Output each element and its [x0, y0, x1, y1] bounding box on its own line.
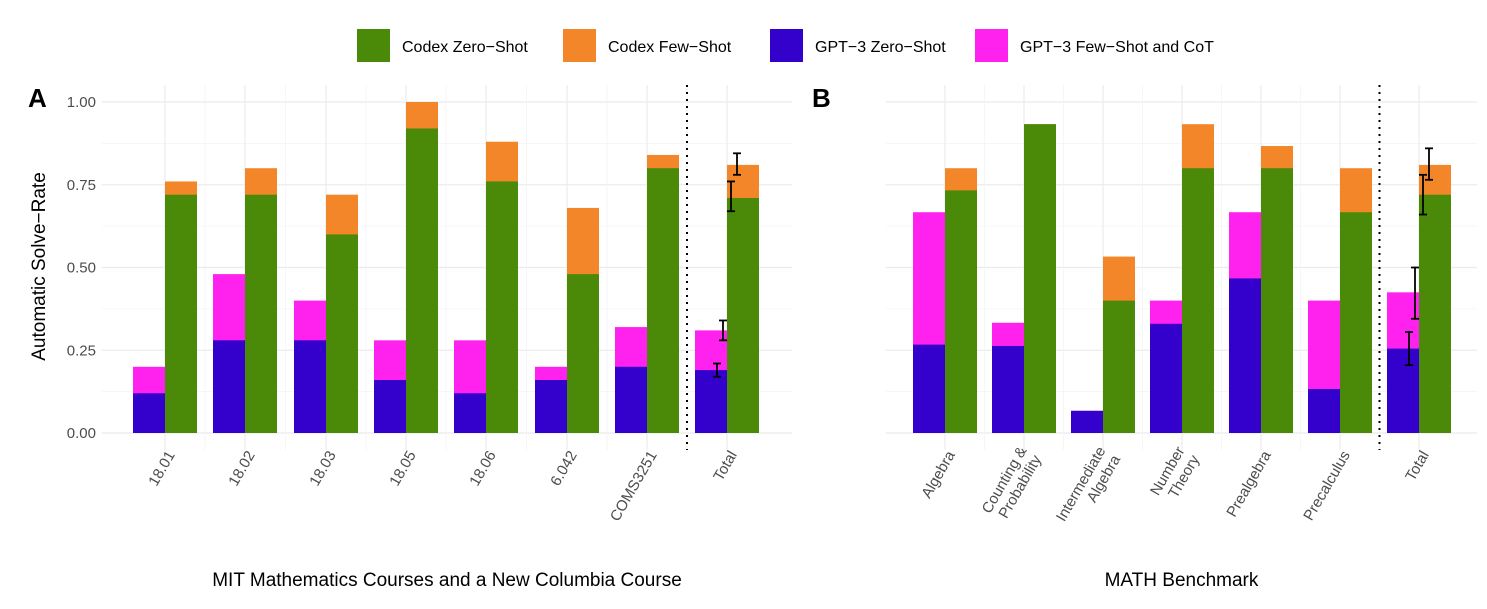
panel-a-x-tick-label-18-06: 18.06	[466, 448, 499, 489]
panel-a-bar-gpt3-zero-shot-coms3251	[615, 366, 647, 433]
panel-b-x-tick-label-algebra: Algebra	[918, 447, 959, 501]
panel-a-x-tick-label-18-05: 18.05	[386, 448, 419, 489]
panel-a-bar-codex-zero-shot-6-042	[567, 274, 599, 433]
legend-label-gpt-3-zero-shot: GPT−3 Zero−Shot	[815, 39, 946, 56]
panel-b-bar-gpt3-zero-shot-algebra	[913, 344, 945, 433]
panel-a-x-tick-label-18-03: 18.03	[306, 448, 339, 489]
panel-b-x-tick-label-precalculus: Precalculus	[1300, 448, 1353, 524]
panel-a-y-tick-label: 0.50	[67, 260, 96, 277]
panel-a-bar-gpt3-zero-shot-18-02	[213, 340, 245, 433]
panel-b-bar-gpt3-zero-shot-intermediate-algebra	[1071, 410, 1103, 433]
legend-label-codex-few-shot: Codex Few−Shot	[608, 39, 732, 56]
panel-b-bar-codex-zero-shot-precalculus	[1340, 212, 1372, 433]
panel-a-x-tick-label-coms3251: COMS3251	[607, 448, 661, 524]
legend-swatch-codex-few-shot	[563, 29, 596, 62]
panel-a-bar-gpt3-zero-shot-18-03	[294, 340, 326, 433]
panel-a-bar-codex-zero-shot-18-05	[406, 128, 438, 434]
panel-b-panel-label: B	[812, 83, 831, 113]
legend-swatch-gpt-3-zero-shot	[770, 29, 803, 62]
panel-a-panel-label: A	[28, 83, 47, 113]
panel-b-bar-codex-zero-shot-counting-probability	[1024, 124, 1056, 433]
panel-a-bar-gpt3-zero-shot-6-042	[535, 380, 567, 433]
panel-a-error-bar-codex-few-shot	[733, 152, 741, 176]
panel-a: 0.00 0.25 0.50 0.75 1.00 18.01 18.02 18.03 18.05…	[28, 83, 792, 591]
panel-b-error-bars	[1405, 147, 1433, 367]
panel-a-error-bars	[713, 152, 741, 378]
panel-a-bar-gpt3-zero-shot-18-01	[133, 393, 165, 433]
legend: Codex Zero−Shot Codex Few−Shot GPT−3 Zero−…	[357, 29, 1214, 62]
panel-b-error-bar-gpt-3-zero-shot	[1405, 331, 1413, 367]
legend-item-gpt-3-zero-shot: GPT−3 Zero−Shot	[770, 29, 946, 62]
panel-b-bar-gpt3-zero-shot-prealgebra	[1229, 278, 1261, 433]
legend-label-codex-zero-shot: Codex Zero−Shot	[402, 39, 528, 56]
panel-a-bar-codex-zero-shot-coms3251	[647, 168, 679, 433]
panel-a-y-tick-labels: 0.00 0.25 0.50 0.75 1.00	[67, 94, 96, 442]
panel-a-y-tick-label: 0.00	[67, 425, 96, 442]
panel-a-bar-gpt3-zero-shot-18-06	[454, 393, 486, 433]
panel-a-bar-codex-zero-shot-total	[727, 197, 759, 433]
panel-b: Algebra Counting &Probability Intermediate…	[812, 83, 1477, 591]
legend-item-codex-zero-shot: Codex Zero−Shot	[357, 29, 528, 62]
panel-a-bar-codex-zero-shot-18-02	[245, 194, 277, 433]
panel-a-error-bar-gpt-3-zero-shot	[713, 362, 721, 378]
panel-b-bars	[913, 124, 1451, 433]
panel-a-bar-codex-zero-shot-18-06	[486, 181, 518, 433]
panel-b-error-bar-codex-zero-shot	[1419, 173, 1427, 216]
panel-a-bar-codex-zero-shot-18-01	[165, 194, 197, 433]
panel-a-bar-gpt3-zero-shot-total	[695, 370, 727, 433]
panel-b-x-tick-labels: Algebra Counting &Probability Intermediate…	[918, 443, 1433, 533]
panel-a-y-axis-title: Automatic Solve−Rate	[29, 172, 50, 361]
panel-b-error-bar-codex-few-shot	[1425, 147, 1433, 181]
panel-a-x-tick-label-18-01: 18.01	[145, 448, 178, 489]
panel-a-grid	[102, 85, 792, 450]
panel-b-x-tick-label-intermediate-algebra: IntermediateAlgebra	[1053, 443, 1124, 533]
panel-b-bar-gpt3-zero-shot-number-theory	[1150, 323, 1182, 433]
panel-b-x-tick-label-total: Total	[1402, 448, 1433, 484]
panel-a-x-tick-label-6-042: 6.042	[547, 448, 580, 489]
panel-b-x-tick-label-number-theory: NumberTheory	[1147, 443, 1203, 507]
legend-swatch-codex-zero-shot	[357, 29, 390, 62]
panel-b-bar-codex-zero-shot-algebra	[945, 190, 977, 433]
legend-item-codex-few-shot: Codex Few−Shot	[563, 29, 732, 62]
panel-b-x-tick-label-counting-probability: Counting &Probability	[979, 443, 1046, 525]
legend-label-gpt-3-few-shot-and-cot: GPT−3 Few−Shot and CoT	[1020, 39, 1214, 56]
panel-a-y-tick-label: 1.00	[67, 94, 96, 111]
panel-b-x-tick-label-prealgebra: Prealgebra	[1223, 447, 1275, 520]
panel-b-error-bar-gpt-3-few-shot-and-cot	[1411, 266, 1419, 320]
panel-a-x-tick-label-total: Total	[710, 448, 741, 484]
panel-a-y-tick-label: 0.75	[67, 177, 96, 194]
panel-b-x-axis-title: MATH Benchmark	[1105, 570, 1259, 591]
panel-a-y-tick-label: 0.25	[67, 342, 96, 359]
panel-b-bar-codex-zero-shot-intermediate-algebra	[1103, 300, 1135, 433]
panel-b-bar-codex-zero-shot-total	[1419, 194, 1451, 433]
panel-a-error-bar-codex-zero-shot	[727, 180, 735, 213]
legend-swatch-gpt-3-few-shot-and-cot	[975, 29, 1008, 62]
legend-item-gpt-3-few-shot-and-cot: GPT−3 Few−Shot and CoT	[975, 29, 1214, 62]
panel-b-bar-codex-zero-shot-prealgebra	[1261, 168, 1293, 433]
panel-b-bar-gpt3-zero-shot-total	[1387, 348, 1419, 433]
panel-b-bar-gpt3-zero-shot-precalculus	[1308, 388, 1340, 433]
panel-a-x-tick-label-18-02: 18.02	[225, 448, 258, 489]
panel-a-x-tick-labels: 18.01 18.02 18.03 18.05 18.06 6.042 COMS3251 To…	[145, 448, 740, 524]
panel-b-bar-codex-zero-shot-number-theory	[1182, 168, 1214, 433]
panel-a-error-bar-gpt-3-few-shot-and-cot	[719, 319, 727, 342]
panel-b-bar-gpt3-zero-shot-counting-probability	[992, 345, 1024, 433]
panel-a-bar-codex-zero-shot-18-03	[326, 234, 358, 433]
panel-a-x-axis-title: MIT Mathematics Courses and a New Columb…	[212, 570, 682, 591]
panel-a-bars	[133, 102, 759, 434]
panel-a-bar-gpt3-zero-shot-18-05	[374, 380, 406, 433]
